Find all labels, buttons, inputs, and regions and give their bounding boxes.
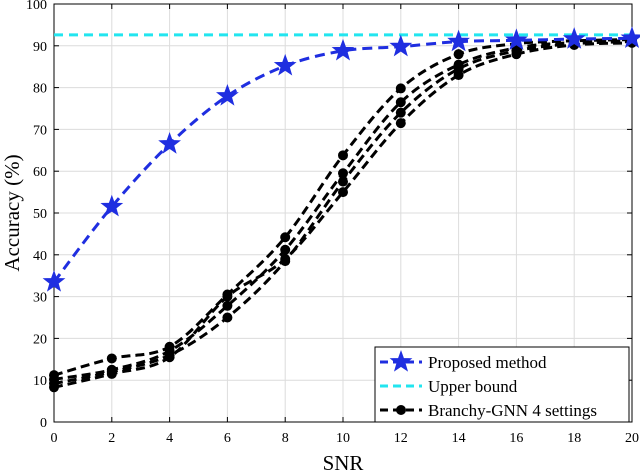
data-point: [216, 83, 239, 106]
y-axis-ticks: 0 10 20 30 40 50 60 70 80 90 100: [26, 0, 632, 431]
data-point: [453, 49, 464, 60]
data-point: [395, 83, 406, 94]
data-point: [447, 29, 470, 52]
legend-entry: Upper bound: [380, 377, 518, 396]
data-point: [338, 176, 348, 187]
series-line: [53, 38, 633, 377]
data-point: [505, 28, 528, 51]
legend-entry: Proposed method: [380, 350, 547, 372]
data-point: [164, 352, 175, 363]
data-point: [389, 34, 413, 57]
legend-entry: Branchy-GNN 4 settings: [380, 401, 597, 420]
data-point: [222, 300, 233, 311]
legend: Proposed method Upper bound Branchy-GNN 4 …: [374, 346, 630, 423]
y-tick-label: 60: [33, 165, 47, 180]
data-point: [100, 194, 124, 217]
data-point: [395, 118, 406, 129]
y-tick-label: 40: [33, 249, 47, 264]
y-axis-label: Accuracy (%): [0, 154, 24, 271]
series-line: [53, 41, 633, 389]
x-tick-label: 10: [336, 431, 350, 446]
y-tick-label: 10: [33, 374, 47, 389]
legend-box: [374, 346, 630, 423]
data-point: [511, 49, 522, 60]
y-tick-label: 20: [33, 332, 47, 347]
data-point: [395, 107, 406, 118]
legend-label: Upper bound: [428, 377, 518, 396]
x-tick-label: 18: [567, 431, 581, 446]
data-point: [280, 232, 291, 243]
x-tick-label: 6: [224, 431, 231, 446]
series-layer: [42, 26, 640, 393]
data-point: [338, 187, 348, 198]
data-point: [395, 97, 406, 108]
data-point: [338, 150, 348, 161]
data-point: [280, 244, 291, 255]
x-tick-label: 2: [108, 431, 115, 446]
x-tick-label: 12: [394, 431, 408, 446]
y-tick-label: 50: [33, 207, 47, 222]
series-line: [52, 36, 633, 283]
x-axis-ticks: 0 2 4 6 8 10 12 14 16 18 20: [51, 4, 639, 446]
data-point: [280, 253, 291, 264]
x-tick-label: 4: [166, 431, 173, 446]
data-point: [338, 168, 348, 179]
data-point: [106, 368, 117, 379]
legend-marker: [396, 405, 406, 415]
legend-label: Proposed method: [428, 353, 547, 372]
data-point: [158, 132, 181, 154]
data-point: [106, 353, 117, 364]
y-tick-label: 0: [40, 416, 47, 431]
x-axis-label: SNR: [323, 451, 364, 475]
data-point: [222, 312, 233, 323]
data-point: [273, 53, 297, 76]
legend-marker: [389, 350, 413, 372]
data-point: [222, 291, 233, 302]
data-point: [331, 38, 355, 61]
x-tick-label: 20: [625, 431, 639, 446]
x-tick-label: 16: [509, 431, 523, 446]
y-tick-label: 90: [33, 40, 47, 55]
y-tick-label: 70: [33, 123, 47, 138]
data-point: [49, 382, 59, 393]
y-tick-label: 80: [33, 82, 47, 97]
data-point: [42, 269, 66, 292]
x-tick-label: 8: [282, 431, 289, 446]
data-point: [453, 70, 464, 81]
legend-label: Branchy-GNN 4 settings: [428, 401, 597, 420]
x-tick-label: 14: [452, 431, 466, 446]
x-tick-label: 0: [51, 431, 58, 446]
data-point: [562, 27, 586, 49]
y-tick-label: 100: [26, 0, 47, 13]
y-tick-label: 30: [33, 291, 47, 306]
